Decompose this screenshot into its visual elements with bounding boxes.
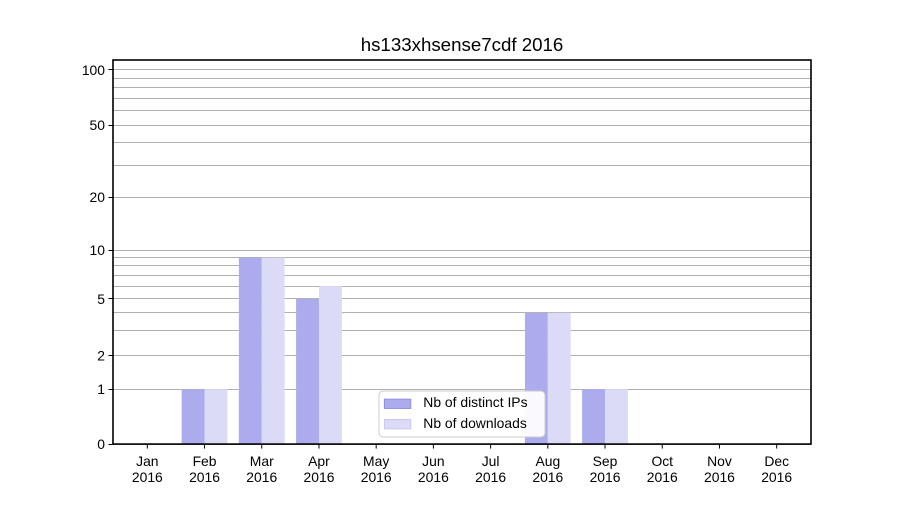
svg-text:Nb of downloads: Nb of downloads (423, 415, 527, 431)
svg-text:5: 5 (97, 291, 105, 307)
svg-text:50: 50 (90, 117, 106, 133)
svg-text:2: 2 (97, 348, 105, 364)
svg-text:Mar: Mar (250, 453, 274, 469)
svg-text:2016: 2016 (590, 469, 621, 485)
svg-text:2016: 2016 (475, 469, 506, 485)
svg-text:Jul: Jul (482, 453, 500, 469)
svg-text:1: 1 (97, 381, 105, 397)
svg-text:Sep: Sep (593, 453, 618, 469)
svg-text:Apr: Apr (308, 453, 330, 469)
svg-text:2016: 2016 (704, 469, 735, 485)
svg-text:2016: 2016 (304, 469, 335, 485)
svg-text:20: 20 (90, 189, 106, 205)
svg-text:2016: 2016 (647, 469, 678, 485)
svg-text:2016: 2016 (418, 469, 449, 485)
svg-text:Nb of distinct IPs: Nb of distinct IPs (423, 394, 527, 410)
svg-text:2016: 2016 (532, 469, 563, 485)
svg-text:2016: 2016 (132, 469, 163, 485)
svg-text:Dec: Dec (764, 453, 789, 469)
svg-text:Jun: Jun (422, 453, 444, 469)
svg-text:100: 100 (82, 62, 105, 78)
svg-text:Feb: Feb (193, 453, 217, 469)
svg-text:2016: 2016 (189, 469, 220, 485)
svg-text:2016: 2016 (361, 469, 392, 485)
svg-text:Oct: Oct (651, 453, 673, 469)
svg-text:Jan: Jan (136, 453, 158, 469)
svg-text:Aug: Aug (535, 453, 560, 469)
svg-text:May: May (363, 453, 389, 469)
svg-text:2016: 2016 (761, 469, 792, 485)
svg-text:Nov: Nov (707, 453, 732, 469)
svg-text:0: 0 (97, 436, 105, 452)
svg-text:2016: 2016 (246, 469, 277, 485)
svg-text:10: 10 (90, 242, 106, 258)
svg-text:hs133xhsense7cdf 2016: hs133xhsense7cdf 2016 (361, 34, 564, 55)
